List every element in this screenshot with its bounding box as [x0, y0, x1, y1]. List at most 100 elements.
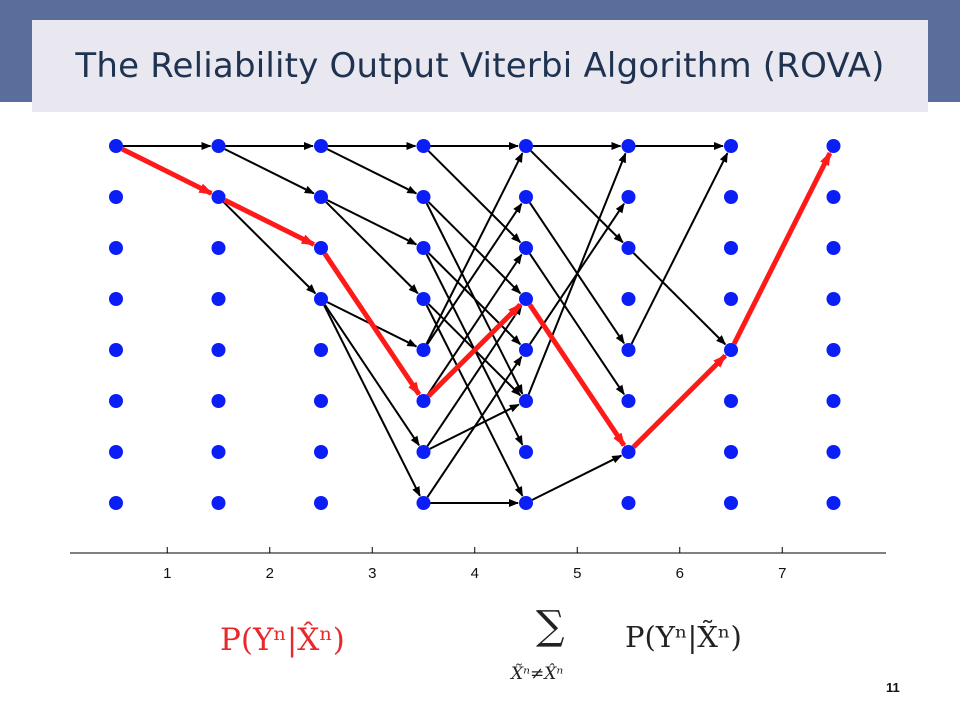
trellis-node — [519, 394, 533, 408]
trellis-node — [109, 496, 123, 510]
trellis-node — [519, 139, 533, 153]
trellis-node — [109, 394, 123, 408]
trellis-nodes — [109, 139, 841, 510]
trellis-edge — [427, 150, 522, 244]
trellis-node — [211, 394, 226, 408]
trellis-node — [621, 190, 636, 204]
trellis-node — [416, 292, 431, 306]
trellis-node — [109, 241, 123, 255]
trellis-node — [109, 445, 123, 459]
trellis-node — [211, 292, 226, 306]
decoded-path-edge — [631, 353, 728, 449]
trellis-node — [416, 343, 431, 357]
trellis-node — [211, 343, 226, 357]
trellis-node — [826, 496, 841, 510]
title-box: The Reliability Output Viterbi Algorithm… — [32, 20, 928, 112]
trellis-node — [724, 241, 738, 255]
trellis-node — [621, 241, 636, 255]
trellis-edge — [426, 355, 523, 498]
trellis-node — [724, 343, 738, 357]
trellis-node — [211, 190, 226, 204]
axis-tick-label: 7 — [778, 565, 786, 582]
trellis-node — [314, 394, 328, 408]
ml-probability-formula: P(Yⁿ|X̂ⁿ) — [220, 622, 345, 658]
trellis-edge — [326, 199, 418, 246]
trellis-edge — [325, 201, 419, 295]
trellis-node — [519, 292, 533, 306]
trellis-node — [109, 292, 123, 306]
trellis-node — [519, 445, 533, 459]
decoded-path-edge — [121, 146, 214, 196]
trellis-edge — [222, 201, 317, 295]
trellis-node — [826, 139, 841, 153]
trellis-node — [211, 445, 226, 459]
trellis-edge — [426, 202, 523, 345]
axis-tick-label: 2 — [266, 565, 274, 582]
trellis-edge — [529, 253, 625, 396]
summation-term: P(Yⁿ|X̃ⁿ) — [625, 620, 742, 654]
trellis-node — [211, 241, 226, 255]
trellis-node — [416, 394, 431, 408]
trellis-edge — [632, 252, 727, 346]
trellis-edge — [531, 454, 623, 501]
trellis-edge — [426, 253, 523, 396]
trellis-node — [314, 241, 328, 255]
trellis-node — [826, 292, 841, 306]
decoded-path-edge — [322, 252, 422, 397]
axis-tick-label: 4 — [471, 565, 479, 582]
decoded-path-edge — [223, 197, 316, 247]
trellis-node — [826, 241, 841, 255]
page-number: 11 — [886, 680, 900, 695]
trellis-node — [826, 445, 841, 459]
trellis-edge — [427, 252, 522, 346]
trellis-node — [314, 496, 328, 510]
trellis-edge — [324, 304, 420, 447]
trellis-node — [724, 190, 738, 204]
trellis-node — [416, 496, 431, 510]
trellis-node — [724, 292, 738, 306]
trellis-node — [211, 496, 226, 510]
trellis-edge — [425, 152, 524, 345]
slide-title: The Reliability Output Viterbi Algorithm… — [75, 46, 885, 86]
trellis-node — [826, 343, 841, 357]
trellis-node — [314, 445, 328, 459]
trellis-node — [724, 445, 738, 459]
trellis-node — [724, 394, 738, 408]
decoded-path-edge — [426, 302, 523, 398]
trellis-node — [519, 241, 533, 255]
trellis-node — [621, 394, 636, 408]
trellis-edge — [224, 148, 315, 195]
trellis-node — [109, 190, 123, 204]
trellis-node — [416, 445, 431, 459]
summation-symbol: ∑ — [536, 603, 565, 649]
trellis-edge — [426, 304, 523, 447]
trellis-node — [621, 343, 636, 357]
trellis-node — [314, 343, 328, 357]
trellis-node — [621, 445, 636, 459]
trellis-node — [314, 139, 328, 153]
trellis-node — [314, 292, 328, 306]
trellis-diagram: 1 2 3 4 5 6 7 — [70, 139, 886, 582]
trellis-node — [416, 241, 431, 255]
trellis-node — [826, 394, 841, 408]
trellis-node — [621, 139, 636, 153]
trellis-node — [826, 190, 841, 204]
trellis-node — [519, 496, 533, 510]
trellis-node — [621, 292, 636, 306]
trellis-node — [724, 496, 738, 510]
trellis-node — [211, 139, 226, 153]
time-axis: 1 2 3 4 5 6 7 — [70, 547, 886, 582]
trellis-node — [416, 139, 431, 153]
trellis-node — [621, 496, 636, 510]
decoded-path-edge — [731, 151, 833, 345]
axis-tick-label: 5 — [573, 565, 581, 582]
trellis-node — [519, 343, 533, 357]
trellis-edge — [425, 304, 524, 497]
axis-tick-label: 6 — [676, 565, 684, 582]
trellis-edge — [527, 152, 627, 395]
trellis-node — [314, 190, 328, 204]
decoded-path-edge — [527, 303, 627, 448]
trellis-node — [519, 190, 533, 204]
trellis-edge — [630, 152, 729, 345]
decoded-path — [121, 146, 833, 449]
